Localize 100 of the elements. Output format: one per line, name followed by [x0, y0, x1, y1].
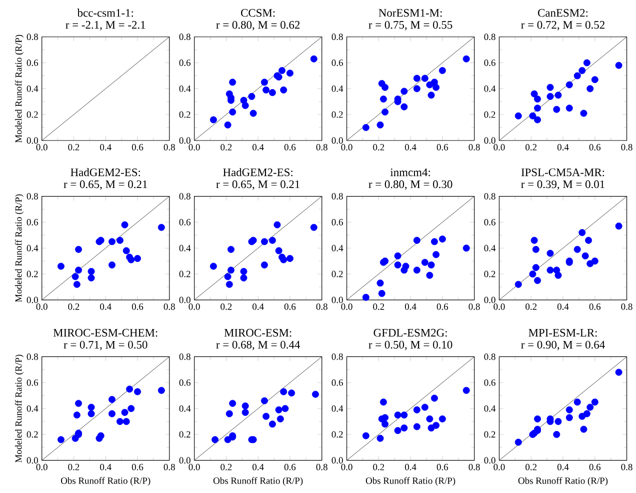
- chart-title: MPI-ESM-LR:: [528, 328, 597, 337]
- x-tick-label: 0.0: [494, 464, 505, 470]
- y-tick-label: 0.6: [26, 59, 38, 66]
- chart-title: HadGEM2-ES:: [223, 168, 292, 176]
- y-tick-label: 0.4: [484, 244, 496, 252]
- y-tick-label: 0.4: [26, 405, 38, 412]
- y-tick-label: 0.0: [26, 457, 38, 464]
- x-tick-label: 0.4: [100, 144, 112, 150]
- chart-title: NorESM1-M:: [378, 8, 442, 17]
- y-tick-label: 0.6: [484, 59, 496, 66]
- y-tick-label: 0.6: [179, 59, 191, 66]
- chart-title: CCSM:: [241, 8, 275, 17]
- x-tick-label: 0.2: [68, 303, 80, 310]
- y-tick-label: 0.0: [332, 457, 343, 464]
- y-tick-label: 0.6: [26, 379, 38, 386]
- chart-subtitle: r = 0.90, M = 0.64: [521, 340, 605, 350]
- y-tick-label: 0.2: [179, 111, 190, 118]
- y-tick-label: 0.6: [484, 218, 496, 226]
- x-tick-label: 0.6: [284, 464, 296, 470]
- y-tick-label: 0.0: [332, 137, 343, 144]
- y-tick-label: 0.6: [332, 218, 343, 226]
- y-tick-label: 0.4: [332, 405, 344, 412]
- chart-title: MIROC-ESM:: [224, 328, 292, 337]
- x-axis-title: Obs Runoff Ratio (R/P): [518, 477, 608, 486]
- y-tick-label: 0.8: [26, 34, 38, 40]
- x-tick-label: 0.8: [468, 303, 480, 310]
- y-tick-label: 0.0: [484, 137, 496, 144]
- x-tick-label: 0.2: [526, 144, 537, 150]
- y-tick-label: 0.6: [179, 379, 191, 386]
- chart-title: GFDL-ESM2G:: [374, 328, 447, 337]
- y-tick-label: 0.4: [179, 244, 191, 252]
- x-tick-label: 0.6: [132, 464, 144, 470]
- y-tick-label: 0.0: [179, 296, 190, 304]
- x-tick-label: 0.4: [252, 144, 264, 150]
- x-tick-label: 0.8: [316, 303, 328, 310]
- y-tick-label: 0.2: [332, 431, 343, 438]
- y-tick-label: 0.0: [26, 296, 38, 304]
- x-tick-label: 0.8: [316, 464, 328, 470]
- y-tick-label: 0.0: [484, 296, 496, 304]
- x-tick-label: 0.4: [404, 303, 416, 310]
- y-tick-label: 0.2: [332, 270, 343, 278]
- x-tick-label: 0.8: [164, 464, 175, 470]
- y-tick-label: 0.4: [484, 85, 496, 92]
- x-tick-label: 0.2: [220, 144, 232, 150]
- y-tick-label: 0.8: [179, 353, 190, 360]
- x-tick-label: 0.0: [494, 303, 505, 310]
- y-tick-label: 0.8: [332, 34, 343, 40]
- x-tick-label: 0.0: [36, 464, 48, 470]
- y-tick-label: 0.8: [484, 192, 496, 200]
- chart-subtitle: r = 0.50, M = 0.10: [368, 340, 452, 350]
- y-tick-label: 0.6: [484, 379, 496, 386]
- x-tick-label: 0.0: [188, 303, 200, 310]
- y-tick-label: 0.4: [179, 85, 191, 92]
- chart-title: CanESM2:: [538, 8, 588, 17]
- x-tick-label: 0.0: [341, 303, 352, 310]
- y-tick-label: 0.2: [484, 111, 496, 118]
- y-tick-label: 0.2: [26, 431, 38, 438]
- y-tick-label: 0.8: [26, 192, 38, 200]
- y-tick-label: 0.0: [26, 137, 38, 144]
- x-tick-label: 0.2: [220, 303, 232, 310]
- x-axis-title: Obs Runoff Ratio (R/P): [213, 477, 303, 486]
- x-tick-label: 0.0: [36, 303, 48, 310]
- x-tick-label: 0.8: [621, 464, 632, 470]
- chart-title: MIROC-ESM-CHEM:: [53, 328, 158, 337]
- y-tick-label: 0.4: [26, 85, 38, 92]
- y-tick-label: 0.8: [332, 192, 343, 200]
- x-tick-label: 0.0: [341, 144, 352, 150]
- chart-subtitle: r = 0.75, M = 0.55: [368, 20, 452, 30]
- x-tick-label: 0.4: [252, 303, 264, 310]
- x-tick-label: 0.4: [557, 144, 569, 150]
- y-tick-label: 0.4: [484, 405, 496, 412]
- x-tick-label: 0.4: [404, 464, 416, 470]
- x-tick-label: 0.0: [188, 464, 200, 470]
- y-tick-label: 0.4: [179, 405, 191, 412]
- x-axis-title: Obs Runoff Ratio (R/P): [366, 477, 456, 486]
- x-tick-label: 0.4: [100, 303, 112, 310]
- y-tick-label: 0.2: [484, 270, 496, 278]
- y-tick-label: 0.8: [179, 34, 190, 40]
- x-tick-label: 0.2: [373, 144, 384, 150]
- y-tick-label: 0.2: [332, 111, 343, 118]
- chart-subtitle: r = 0.65, M = 0.21: [216, 180, 300, 190]
- x-tick-label: 0.4: [404, 144, 416, 150]
- x-tick-label: 0.4: [557, 464, 569, 470]
- y-axis-title: Modeled Runoff Ratio (R/P): [14, 354, 24, 462]
- x-tick-label: 0.4: [557, 303, 569, 310]
- y-tick-label: 0.2: [179, 431, 190, 438]
- x-tick-label: 0.6: [436, 144, 448, 150]
- x-tick-label: 0.0: [188, 144, 200, 150]
- x-tick-label: 0.4: [252, 464, 264, 470]
- x-tick-label: 0.6: [284, 144, 296, 150]
- chart-title: HadGEM2-ES:: [70, 168, 140, 176]
- x-tick-label: 0.2: [526, 303, 537, 310]
- y-tick-label: 0.4: [332, 244, 344, 252]
- y-tick-label: 0.8: [332, 353, 343, 360]
- y-tick-label: 0.2: [26, 270, 38, 278]
- chart-subtitle: r = 0.80, M = 0.62: [216, 20, 300, 30]
- chart-subtitle: r = -2.1, M = -2.1: [66, 20, 146, 30]
- y-tick-label: 0.8: [179, 192, 190, 200]
- x-tick-label: 0.6: [436, 464, 448, 470]
- y-tick-label: 0.4: [332, 85, 344, 92]
